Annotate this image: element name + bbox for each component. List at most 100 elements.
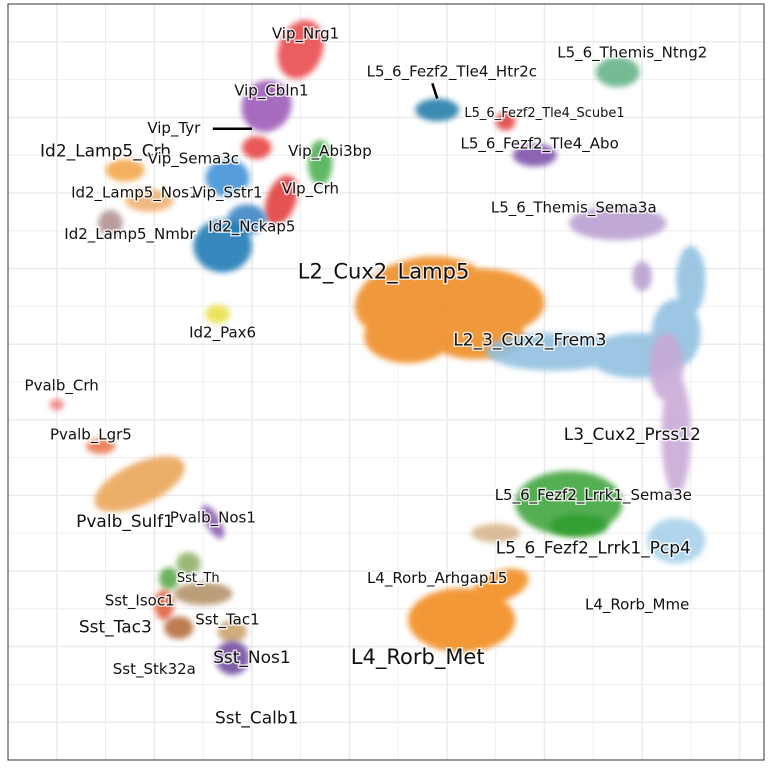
cluster-id2-pax6	[205, 304, 230, 324]
cluster-l5-6-themis-ntng2	[595, 56, 640, 88]
cluster-blob	[193, 219, 252, 273]
cluster-blob	[632, 261, 652, 292]
cluster-blob	[98, 210, 123, 237]
cluster-id2-lamp5-nmbr	[98, 210, 123, 237]
cluster-vip-cbln1	[241, 80, 292, 132]
cluster-sst-tac3	[154, 589, 174, 621]
cluster-blob	[472, 568, 529, 604]
cluster-label: Sst_Tac3	[79, 618, 152, 638]
cluster-blob	[215, 640, 250, 675]
cluster-label: L5_6_Fezf2_Tle4_Scube1	[464, 106, 624, 121]
cluster-vip-sema3c	[205, 158, 250, 197]
cluster-label: Vip_Abi3bp	[288, 142, 372, 161]
cluster-l3-cux2-prss12	[649, 332, 691, 496]
cluster-label: Id2_Lamp5_Crh	[40, 141, 171, 161]
cluster-blob	[125, 189, 174, 212]
cluster-label: Id2_Lamp5_Nos1	[71, 184, 198, 203]
cluster-blob	[164, 616, 194, 640]
cluster-blob	[512, 143, 557, 167]
cluster-blob	[676, 245, 706, 314]
cluster-blob	[471, 523, 521, 543]
cluster-label: Pvalb_Lgr5	[50, 425, 132, 444]
cluster-blob	[201, 505, 225, 539]
cluster-label: Pvalb_Crh	[25, 376, 99, 395]
cluster-vip-abi3bp	[307, 140, 333, 186]
cluster-blob	[105, 158, 145, 182]
cluster-l5-6-fezf2-tle4-scube1	[495, 111, 516, 131]
cluster-sst-nos1	[217, 620, 247, 643]
cluster-label: L2_3_Cux2_Frem3	[453, 330, 606, 350]
cluster-blob	[205, 304, 230, 324]
cluster-blob	[549, 514, 608, 537]
cluster-id2-lamp5-nos1	[125, 189, 174, 212]
cluster-blob	[94, 456, 185, 512]
cluster-blob	[176, 552, 201, 575]
cluster-blob	[242, 136, 272, 159]
cluster-blob	[277, 19, 324, 79]
cluster-blob	[264, 175, 298, 226]
cluster-label: Vip_Tyr	[147, 119, 201, 138]
cluster-id2-nckap5	[193, 219, 252, 273]
cluster-l4-rorb-arhgap15	[471, 523, 521, 543]
cluster-label: Vip_Sstr1	[192, 184, 262, 203]
cluster-blob	[661, 374, 691, 496]
cluster-blob	[407, 588, 516, 653]
cluster-label: Sst_Nos1	[213, 648, 291, 668]
cluster-pvalb-sulf1	[94, 456, 185, 512]
cluster-label: L5_6_Fezf2_Lrrk1_Pcp4	[496, 538, 691, 558]
cluster-l4-rorb-mme	[646, 518, 706, 564]
cluster-l5-6-fezf2-tle4-htr2c	[415, 98, 460, 122]
cluster-label: L5_6_Fezf2_Lrrk1_Sema3e	[495, 486, 692, 505]
cluster-sst-tac1	[173, 582, 233, 606]
cluster-label: L3_Cux2_Prss12	[564, 425, 701, 445]
cluster-label: L5_6_Fezf2_Tle4_Abo	[461, 134, 619, 153]
cluster-label: Pvalb_Nos1	[170, 509, 256, 528]
cluster-label: Vlp_Crh	[282, 180, 339, 199]
cluster-blob	[364, 310, 452, 364]
cluster-labels: Vip_Nrg1 Vip_Cbln1 L5_6_Fezf2_Tle4_Htr2c L5…	[23, 23, 709, 730]
cluster-sst-stk32a	[164, 616, 194, 640]
cluster-label: Sst_Th	[177, 571, 220, 586]
cluster-label: Pvalb_Sulf1	[76, 512, 174, 532]
cluster-label: L5_6_Fezf2_Tle4_Htr2c	[367, 63, 537, 82]
cluster-label: Vip_Sema3c	[148, 149, 239, 168]
cluster-blob	[173, 582, 233, 606]
cluster-blob	[205, 158, 250, 197]
cluster-vip-crh	[264, 175, 298, 226]
cluster-l2-cux2-lamp5	[354, 256, 545, 364]
cluster-label: Sst_Stk32a	[113, 660, 196, 679]
cluster-blob	[595, 56, 640, 88]
cluster-label: Id2_Pax6	[189, 323, 256, 342]
cluster-blob	[49, 399, 65, 411]
cluster-l5-6-fezf2-lrrk1-pcp4	[549, 514, 608, 537]
cluster-sst-isoc1	[159, 567, 179, 590]
cluster-id2-lamp5-crh	[105, 158, 145, 182]
cluster-pvalb-nos1	[201, 505, 225, 539]
cluster-blob	[86, 438, 116, 454]
panel-border	[7, 3, 765, 761]
cluster-blob	[495, 111, 516, 131]
cluster-label: Sst_Isoc1	[105, 592, 175, 611]
cluster-label: Vip_Cbln1	[234, 81, 308, 100]
cluster-sst-th	[176, 552, 201, 575]
cluster-pvalb-lgr5	[86, 438, 116, 454]
cluster-label: L4_Rorb_Met	[351, 645, 485, 670]
cluster-sst-calb1	[215, 640, 250, 675]
cluster-label: Sst_Calb1	[215, 708, 298, 728]
cluster-blob	[649, 332, 684, 401]
cluster-label: Id2_Lamp5_Nmbr	[64, 225, 196, 244]
cluster-label: Id2_Nckap5	[208, 218, 295, 237]
cluster-label: Vip_Nrg1	[272, 25, 339, 44]
cluster-blob	[307, 140, 333, 186]
cluster-blob	[217, 620, 247, 643]
cluster-blob	[159, 567, 179, 590]
cluster-label: Sst_Tac1	[195, 611, 259, 630]
cluster-label: L5_6_Themis_Sema3a	[491, 199, 657, 218]
cluster-blob	[415, 98, 460, 122]
cluster-blob	[485, 332, 623, 371]
cluster-l5-6-fezf2-tle4-abo	[512, 143, 557, 167]
cluster-label: L5_6_Themis_Ntng2	[557, 44, 707, 63]
cluster-blob	[646, 518, 706, 564]
cluster-label: L4_Rorb_Arhgap15	[367, 569, 508, 588]
